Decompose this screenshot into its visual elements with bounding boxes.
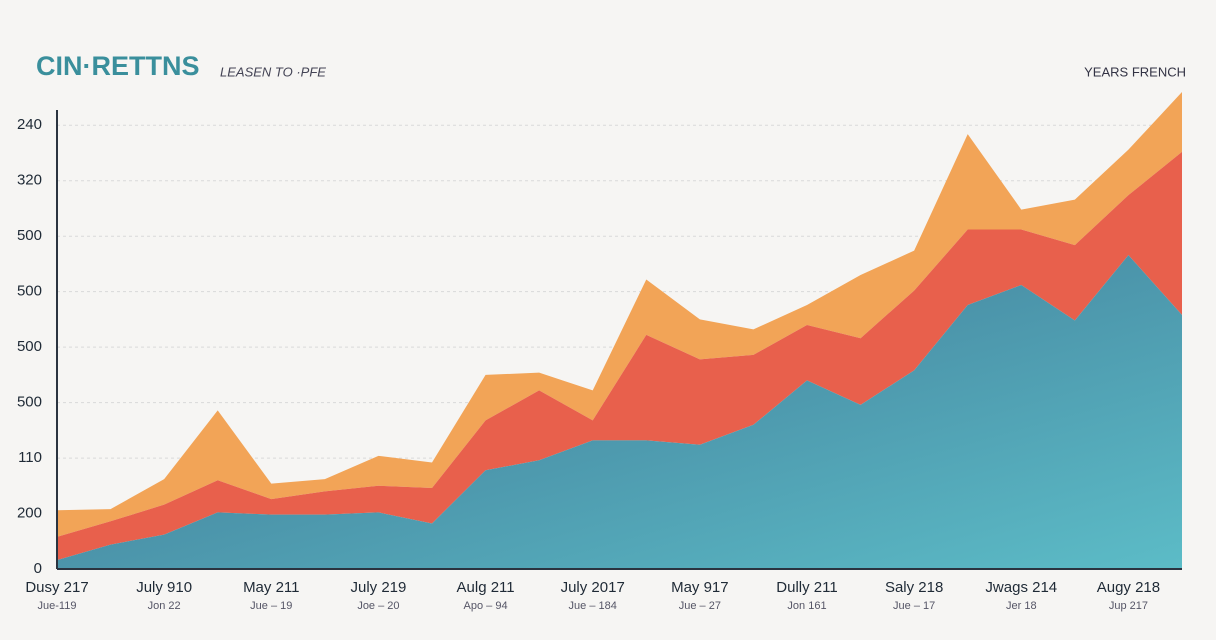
- x-tick-sublabel: Apo – 94: [464, 600, 508, 612]
- area: [57, 255, 1182, 569]
- x-tick-label: July 219: [350, 579, 406, 596]
- y-tick-label: 320: [17, 172, 42, 189]
- x-tick-sublabel: Jue – 27: [679, 600, 721, 612]
- y-tick-label: 0: [34, 560, 42, 577]
- y-tick-label: 110: [18, 449, 42, 466]
- chart-title: CIN·RETTNS: [36, 51, 200, 81]
- x-tick-label: Aulg 211: [457, 579, 515, 596]
- y-tick-label: 240: [17, 116, 42, 133]
- x-tick-label: July 2017: [561, 579, 625, 596]
- x-tick-sublabel: Jon 22: [148, 600, 181, 612]
- areas: [57, 92, 1182, 569]
- x-tick-label: May 917: [671, 579, 729, 596]
- x-tick-sublabel: Jon 161: [787, 600, 826, 612]
- y-tick-label: 500: [17, 227, 42, 244]
- axes: [56, 110, 1182, 570]
- x-tick-sublabel: Jue – 19: [250, 600, 292, 612]
- x-tick-label: Jwags 214: [985, 579, 1057, 596]
- x-tick-sublabel: Jue – 184: [569, 600, 617, 612]
- x-tick-sublabel: Joe – 20: [357, 600, 399, 612]
- x-tick-sublabel: Jue-119: [38, 600, 77, 612]
- area: [57, 151, 1182, 561]
- x-tick-label: Augy 218: [1097, 579, 1160, 596]
- x-tick-label: July 910: [136, 579, 192, 596]
- y-tick-label: 500: [17, 338, 42, 355]
- chart-subtitle: LEASEN TO ·PFE: [220, 64, 326, 79]
- x-tick-sublabel: Jup 217: [1109, 600, 1148, 612]
- x-tick-label: Dusy 217: [25, 579, 88, 596]
- x-tick-label: May 211: [243, 579, 299, 596]
- x-tick-label: Dully 211: [776, 579, 837, 596]
- y-tick-label: 500: [17, 394, 42, 411]
- x-tick-sublabel: Jue – 17: [893, 600, 935, 612]
- area: [57, 92, 1182, 537]
- x-tick-sublabel: Jer 18: [1006, 600, 1037, 612]
- y-tick-label: 200: [17, 505, 42, 522]
- annotation: YEARS FRENCH: [1084, 64, 1186, 79]
- x-tick-label: Saly 218: [885, 579, 943, 596]
- y-tick-label: 500: [17, 283, 42, 300]
